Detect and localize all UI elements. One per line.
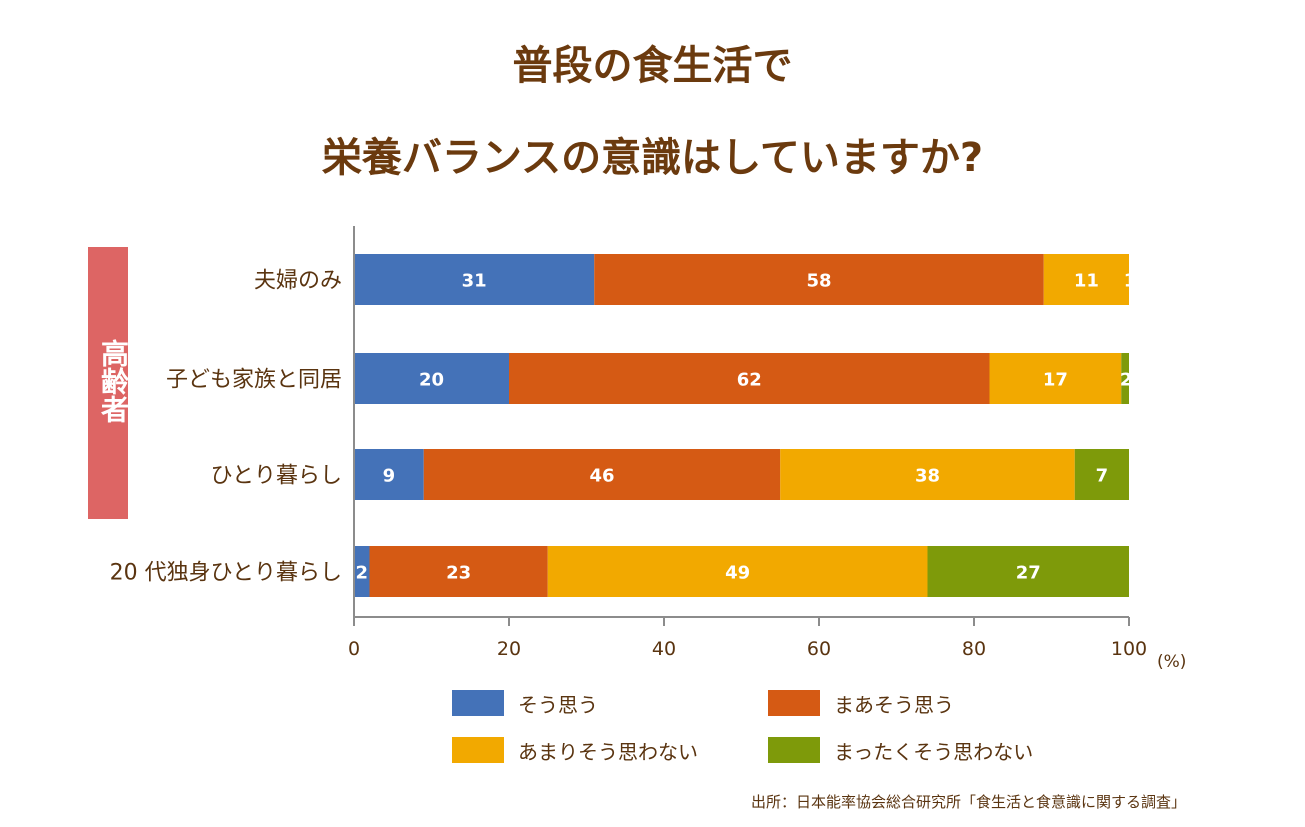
bar-value-label: 23 (446, 563, 471, 584)
bar-segment (1074, 449, 1129, 500)
bar-segment (354, 449, 424, 500)
legend-label-series-4: まったくそう思わない (834, 739, 1034, 764)
bar-value-label: 49 (725, 563, 750, 584)
legend-swatch-series-1 (452, 690, 504, 716)
legend-item-series-1: そう思う (452, 688, 598, 718)
legend-item-series-2: まあそう思う (768, 688, 954, 718)
bar-value-label: 2 (355, 563, 368, 584)
category-label: 夫婦のみ (254, 269, 342, 294)
category-label: ひとり暮らし (211, 464, 342, 489)
legend-label-series-3: あまりそう思わない (518, 739, 698, 764)
bar-segment (594, 254, 1044, 305)
bar-segment (369, 546, 548, 597)
bar-segment (1121, 353, 1129, 404)
group-label-box: 高齢者 (88, 247, 130, 519)
bar-value-label: 1 (1124, 271, 1137, 292)
chart-title-line-2: 栄養バランスの意識はしていますか? (321, 135, 984, 181)
bar-value-label: 9 (383, 466, 396, 487)
x-tick-label: 60 (807, 638, 831, 660)
bar-segment (354, 254, 595, 305)
bar-value-label: 62 (737, 370, 762, 391)
bar-value-label: 46 (589, 466, 614, 487)
legend-item-series-3: あまりそう思わない (452, 735, 698, 765)
bar-segment (989, 353, 1122, 404)
bar-segment (547, 546, 928, 597)
bar-value-label: 27 (1016, 563, 1041, 584)
bar-value-label: 20 (419, 370, 444, 391)
legend-swatch-series-4 (768, 737, 820, 763)
category-label: 20 代独身ひとり暮らし (110, 561, 342, 586)
bar-segment (423, 449, 781, 500)
bar-value-label: 17 (1043, 370, 1068, 391)
group-label: 高齢者 (97, 339, 130, 423)
bar-segment (354, 353, 509, 404)
bar-segment (509, 353, 990, 404)
legend-swatch-series-2 (768, 690, 820, 716)
chart-title-line-1: 普段の食生活で (512, 43, 793, 89)
bar-segment (1043, 254, 1129, 305)
category-label: 子ども家族と同居 (166, 368, 342, 393)
legend-label-series-2: まあそう思う (834, 692, 954, 717)
bars-layer (354, 254, 1129, 597)
x-tick-label: 40 (652, 638, 676, 660)
x-tick-label: 80 (962, 638, 986, 660)
bar-segment (780, 449, 1075, 500)
bar-value-label: 11 (1074, 271, 1099, 292)
x-tick-label: 20 (497, 638, 521, 660)
x-tick-label: 100 (1111, 638, 1147, 660)
bar-value-label: 7 (1096, 466, 1109, 487)
legend-label-series-1: そう思う (518, 692, 598, 717)
bar-value-label: 38 (915, 466, 940, 487)
legend-item-series-4: まったくそう思わない (768, 735, 1033, 765)
bar-segment (927, 546, 1129, 597)
source-note: 出所：日本能率協会総合研究所「食生活と食意識に関する調査」 (750, 793, 1186, 811)
axes-layer: 0 20 40 60 80 100 (348, 226, 1147, 660)
legend-swatch-series-3 (452, 737, 504, 763)
bar-value-label: 31 (462, 271, 487, 292)
x-axis-unit-label: (%) (1157, 652, 1187, 672)
bar-value-label: 2 (1120, 370, 1133, 391)
bar-value-label: 58 (806, 271, 831, 292)
bar-segment (354, 546, 370, 597)
x-tick-label: 0 (348, 638, 360, 660)
